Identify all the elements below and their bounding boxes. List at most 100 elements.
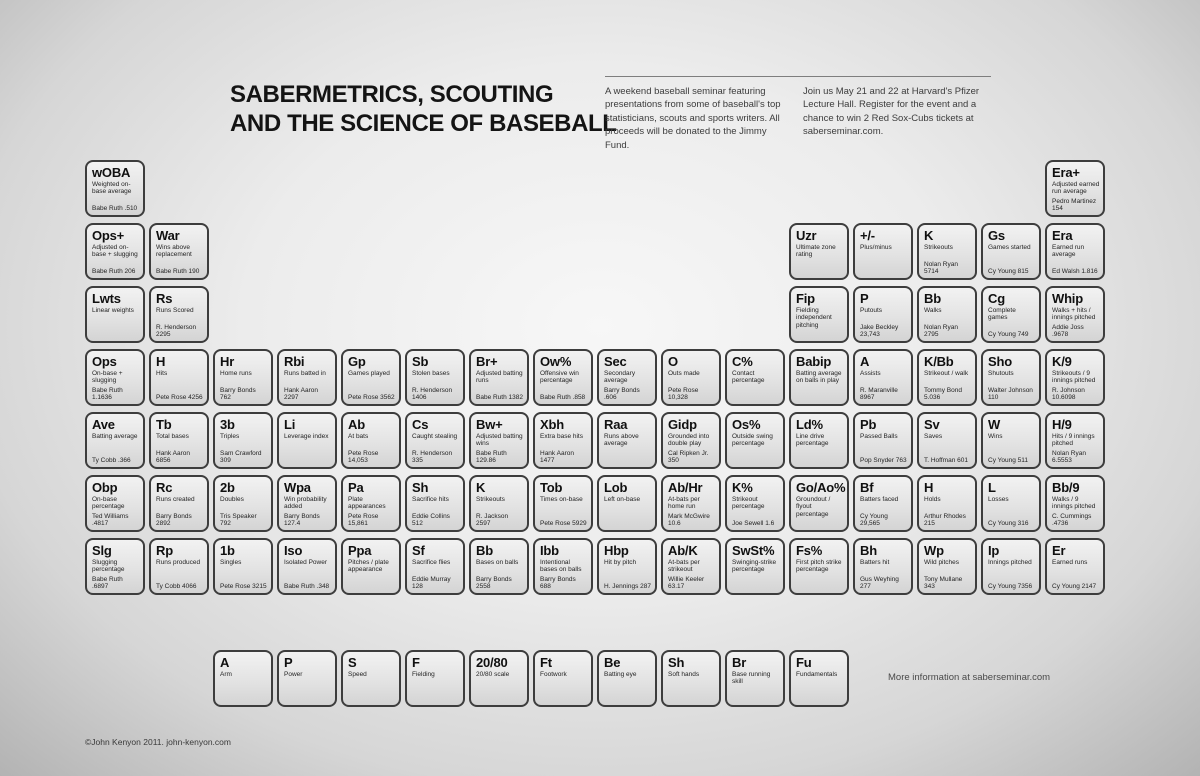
stat-description: Runs above average [604,433,639,448]
stat-cell-li: Li Leverage index [277,412,337,469]
stat-cell-bb: Bb Walks Nolan Ryan 2795 [917,286,977,343]
stat-symbol: Ave [92,417,115,432]
stat-cell-p: P Power [277,650,337,707]
stat-cell-woba: wOBA Weighted on-base average Babe Ruth .5… [85,160,145,217]
stat-description: Strikeouts [476,496,505,503]
stat-cell-ab: Ab At bats Pete Rose 14,053 [341,412,401,469]
stat-symbol: Rbi [284,354,305,369]
stat-symbol: +/- [860,228,875,243]
stat-cell-wp: Wp Wild pitches Tony Mullane 343 [917,538,977,595]
stat-symbol: Sec [604,354,627,369]
stat-description: Runs produced [156,559,201,566]
stat-record-holder: Hank Aaron 1477 [540,449,574,464]
stat-symbol: Er [1052,543,1066,558]
stat-description: Outs made [668,370,700,377]
stat-cell-tob: Tob Times on-base Pete Rose 5929 [533,475,593,532]
stat-description: Wins above replacement [156,244,192,259]
stat-cell-raa: Raa Runs above average [597,412,657,469]
stat-description: Triples [220,433,240,440]
stat-cell-bb: Bb Bases on balls Barry Bonds 2558 [469,538,529,595]
stat-description: Adjusted batting wins [476,433,523,448]
stat-symbol: Bb [924,291,941,306]
stat-description: Fundamentals [796,671,838,678]
stat-symbol: Gp [348,354,366,369]
stat-symbol: Os% [732,417,761,432]
stat-symbol: Fu [796,655,812,670]
stat-description: Linear weights [92,307,134,314]
stat-cell-ppa: Ppa Pitches / plate appearance [341,538,401,595]
stat-description: Intentional bases on balls [540,559,582,574]
stat-description: Swinging-strike percentage [732,559,777,574]
stat-cell-cs: Cs Caught stealing R. Henderson 335 [405,412,465,469]
stat-record-holder: R. Henderson 1406 [412,386,453,401]
stat-symbol: War [156,228,180,243]
stat-symbol: C% [732,354,753,369]
stat-cell-k: K Strikeouts R. Jackson 2597 [469,475,529,532]
stat-symbol: Sf [412,543,425,558]
stat-record-holder: Babe Ruth 129.86 [476,449,507,464]
stat-description: Earned run average [1052,244,1085,259]
stat-symbol: Bb/9 [1052,480,1080,495]
stat-cell-a: A Assists R. Maranville 8967 [853,349,913,406]
stat-record-holder: Pete Rose 4256 [156,393,203,401]
stat-record-holder: T. Hoffman 601 [924,456,968,464]
stat-description: Win probability added [284,496,327,511]
stat-description: Shutouts [988,370,1014,377]
stat-cell-bb-9: Bb/9 Walks / 9 innings pitched C. Cummings… [1045,475,1105,532]
stat-record-holder: Barry Bonds 688 [540,575,576,590]
stat-symbol: Pa [348,480,364,495]
stat-cell-br: Br Base running skill [725,650,785,707]
stat-symbol: 20/80 [476,655,508,670]
scouting-grid: A Arm P Power S Speed F Fielding 20/80 20/80 scal… [213,650,849,707]
stat-description: Arm [220,671,232,678]
stat-record-holder: Pete Rose 3562 [348,393,395,401]
stat-symbol: Br+ [476,354,498,369]
stat-symbol: Cs [412,417,429,432]
stat-symbol: Era [1052,228,1073,243]
stat-cell-lwts: Lwts Linear weights [85,286,145,343]
stat-symbol: Sh [668,655,685,670]
stat-description: Passed Balls [860,433,898,440]
stat-description: Batters faced [860,496,899,503]
stat-symbol: Whip [1052,291,1083,306]
stat-cell-pa: Pa Plate appearances Pete Rose 15,861 [341,475,401,532]
stat-description: Line drive percentage [796,433,829,448]
stat-description: Contact percentage [732,370,765,385]
stat-description: Hits [156,370,168,377]
stat-record-holder: Ed Walsh 1.816 [1052,267,1098,275]
stat-symbol: Ab [348,417,365,432]
stat-record-holder: R. Jackson 2597 [476,512,509,527]
stat-cell-bh: Bh Batters hit Gus Weyhing 277 [853,538,913,595]
stat-description: Singles [220,559,242,566]
stat-cell-o: O Outs made Pete Rose 10,328 [661,349,721,406]
stat-cell-gp: Gp Games played Pete Rose 3562 [341,349,401,406]
stat-description: Power [284,671,303,678]
stat-cell-k-bb: K/Bb Strikeout / walk Tommy Bond 5.036 [917,349,977,406]
stat-symbol: Fip [796,291,815,306]
stat-cell-pb: Pb Passed Balls Pop Snyder 763 [853,412,913,469]
stat-description: Left on-base [604,496,641,503]
stat-cell-iso: Iso Isolated Power Babe Ruth .348 [277,538,337,595]
stat-cell-hbp: Hbp Hit by pitch H. Jennings 287 [597,538,657,595]
stat-description: Outside swing percentage [732,433,773,448]
stat-cell-ip: Ip Innings pitched Cy Young 7356 [981,538,1041,595]
stat-symbol: wOBA [92,165,131,180]
stat-description: Extra base hits [540,433,583,440]
stat-symbol: Obp [92,480,118,495]
stat-description: Holds [924,496,941,503]
stat-cell-h: H Hits Pete Rose 4256 [149,349,209,406]
stat-record-holder: Ty Cobb .366 [92,456,131,464]
stat-cell-k: K Strikeouts Nolan Ryan 5714 [917,223,977,280]
stat-description: Batting average [92,433,138,440]
stat-cell-ops: Ops On-base + slugging Babe Ruth 1.1636 [85,349,145,406]
poster-title-line2: AND THE SCIENCE OF BASEBALL [230,110,617,138]
stat-symbol: Sb [412,354,429,369]
stat-cell-sf: Sf Sacrifice flies Eddie Murray 128 [405,538,465,595]
stat-symbol: Uzr [796,228,817,243]
stat-description: Hit by pitch [604,559,637,566]
stat-description: Fielding independent pitching [796,307,832,329]
stat-symbol: A [220,655,230,670]
stat-description: Walks + hits / innings pitched [1052,307,1096,322]
stat-record-holder: Tommy Bond 5.036 [924,386,962,401]
stat-record-holder: Babe Ruth .858 [540,393,586,401]
